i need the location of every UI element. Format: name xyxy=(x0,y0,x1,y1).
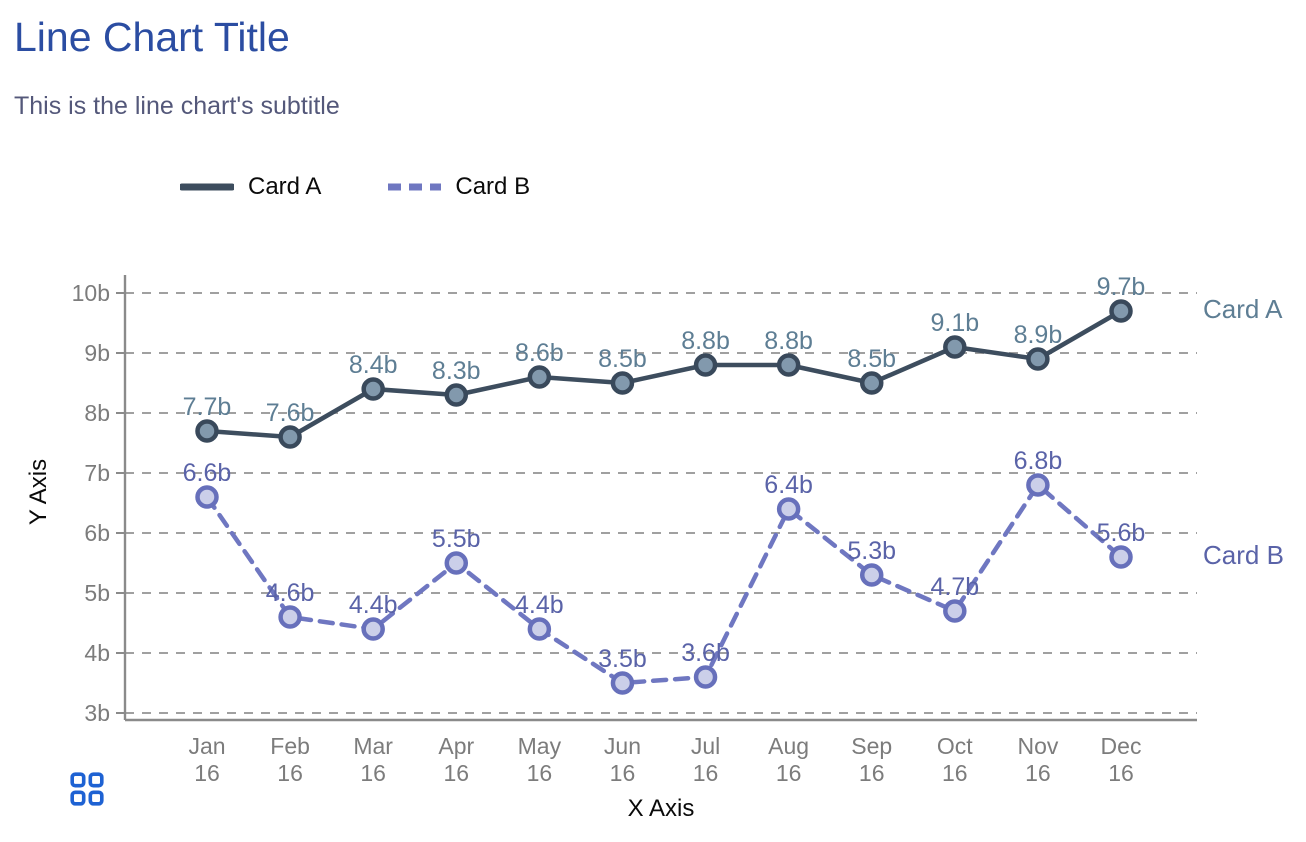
data-point-card-a[interactable] xyxy=(361,377,385,401)
data-point-card-a[interactable] xyxy=(1026,347,1050,371)
data-point-card-a[interactable] xyxy=(943,335,967,359)
y-axis-title: Y Axis xyxy=(25,459,52,525)
data-point-label: 8.5b xyxy=(847,345,896,373)
data-point-label: 8.3b xyxy=(432,357,481,385)
legend-label-card-b: Card B xyxy=(455,173,531,200)
data-point-card-a[interactable] xyxy=(444,383,469,407)
x-tick-label: Dec 16 xyxy=(1101,733,1142,786)
data-point-label: 9.1b xyxy=(930,309,979,337)
data-point-card-a[interactable] xyxy=(527,365,552,389)
data-point-label: 8.5b xyxy=(598,345,647,373)
x-axis-title: X Axis xyxy=(628,795,695,822)
data-point-card-a[interactable] xyxy=(693,353,718,377)
data-point-card-a[interactable] xyxy=(1109,299,1133,323)
y-tick-label: 5b xyxy=(84,580,110,606)
data-point-card-a[interactable] xyxy=(278,425,302,449)
x-tick-label: Oct 16 xyxy=(937,733,973,786)
data-point-card-b[interactable] xyxy=(610,671,635,695)
y-tick-label: 10b xyxy=(72,280,110,306)
data-point-label: 7.7b xyxy=(183,393,232,421)
y-tick-label: 4b xyxy=(84,640,110,666)
x-tick-label: Jul 16 xyxy=(691,733,720,786)
y-tick-label: 6b xyxy=(84,520,110,546)
x-tick-label: Sep 16 xyxy=(851,733,892,786)
x-tick-label: May 16 xyxy=(518,733,562,786)
x-tick-label: Aug 16 xyxy=(768,733,809,786)
data-point-label: 6.6b xyxy=(183,459,232,487)
series-line-card-b xyxy=(204,482,1124,686)
data-point-label: 8.9b xyxy=(1014,321,1063,349)
data-point-card-a[interactable] xyxy=(610,371,635,395)
data-point-card-a[interactable] xyxy=(859,371,884,395)
x-tick-label: Feb 16 xyxy=(270,733,310,786)
data-point-label: 6.4b xyxy=(764,471,813,499)
data-point-label: 3.6b xyxy=(681,639,730,667)
x-tick-label: Nov 16 xyxy=(1017,733,1058,786)
data-point-label: 9.7b xyxy=(1097,273,1146,301)
data-point-card-b[interactable] xyxy=(1026,473,1050,497)
data-point-card-a[interactable] xyxy=(776,353,801,377)
legend: Card A Card B xyxy=(180,172,530,202)
y-tick-label: 3b xyxy=(84,700,110,726)
data-point-label: 8.8b xyxy=(681,327,730,355)
x-tick-label: Jan 16 xyxy=(188,733,225,786)
data-point-label: 7.6b xyxy=(266,399,315,427)
y-tick-label: 7b xyxy=(84,460,110,486)
y-tick-label: 8b xyxy=(84,400,110,426)
data-point-card-b[interactable] xyxy=(693,665,718,689)
data-point-label: 5.3b xyxy=(847,537,896,565)
data-point-label: 4.4b xyxy=(349,591,398,619)
x-tick-label: Apr 16 xyxy=(438,733,474,786)
data-point-card-b[interactable] xyxy=(278,605,302,629)
grid-apps-icon[interactable] xyxy=(70,772,104,806)
data-point-card-b[interactable] xyxy=(527,617,552,641)
data-point-label: 8.8b xyxy=(764,327,813,355)
legend-item-card-b[interactable]: Card B xyxy=(387,173,530,201)
data-point-card-b[interactable] xyxy=(1109,545,1133,569)
data-point-card-b[interactable] xyxy=(943,599,967,623)
data-point-label: 4.7b xyxy=(930,573,979,601)
data-point-label: 5.5b xyxy=(432,525,481,553)
y-tick-label: 9b xyxy=(84,340,110,366)
data-point-label: 3.5b xyxy=(598,645,647,673)
series-line-card-a xyxy=(204,308,1124,440)
data-point-card-b[interactable] xyxy=(776,497,801,521)
card-a-solid-line-swatch xyxy=(180,183,234,191)
data-point-card-b[interactable] xyxy=(859,563,884,587)
chart-subtitle: This is the line chart's subtitle xyxy=(14,92,340,120)
data-point-card-b[interactable] xyxy=(195,485,219,509)
data-point-label: 8.4b xyxy=(349,351,398,379)
data-point-label: 4.4b xyxy=(515,591,564,619)
data-point-label: 8.6b xyxy=(515,339,564,367)
series-end-label-card-a: Card A xyxy=(1203,294,1283,324)
x-tick-label: Mar 16 xyxy=(353,733,393,786)
data-point-label: 4.6b xyxy=(266,579,315,607)
chart-title: Line Chart Title xyxy=(14,14,290,60)
data-point-card-b[interactable] xyxy=(444,551,469,575)
data-point-card-a[interactable] xyxy=(195,419,219,443)
data-point-label: 5.6b xyxy=(1097,519,1146,547)
series-end-label-card-b: Card B xyxy=(1203,540,1284,570)
legend-label-card-a: Card A xyxy=(248,173,322,200)
x-tick-label: Jun 16 xyxy=(604,733,641,786)
data-point-card-b[interactable] xyxy=(361,617,385,641)
card-b-dashed-line-swatch xyxy=(388,183,442,191)
legend-item-card-a[interactable]: Card A xyxy=(180,173,321,201)
data-point-label: 6.8b xyxy=(1014,447,1063,475)
